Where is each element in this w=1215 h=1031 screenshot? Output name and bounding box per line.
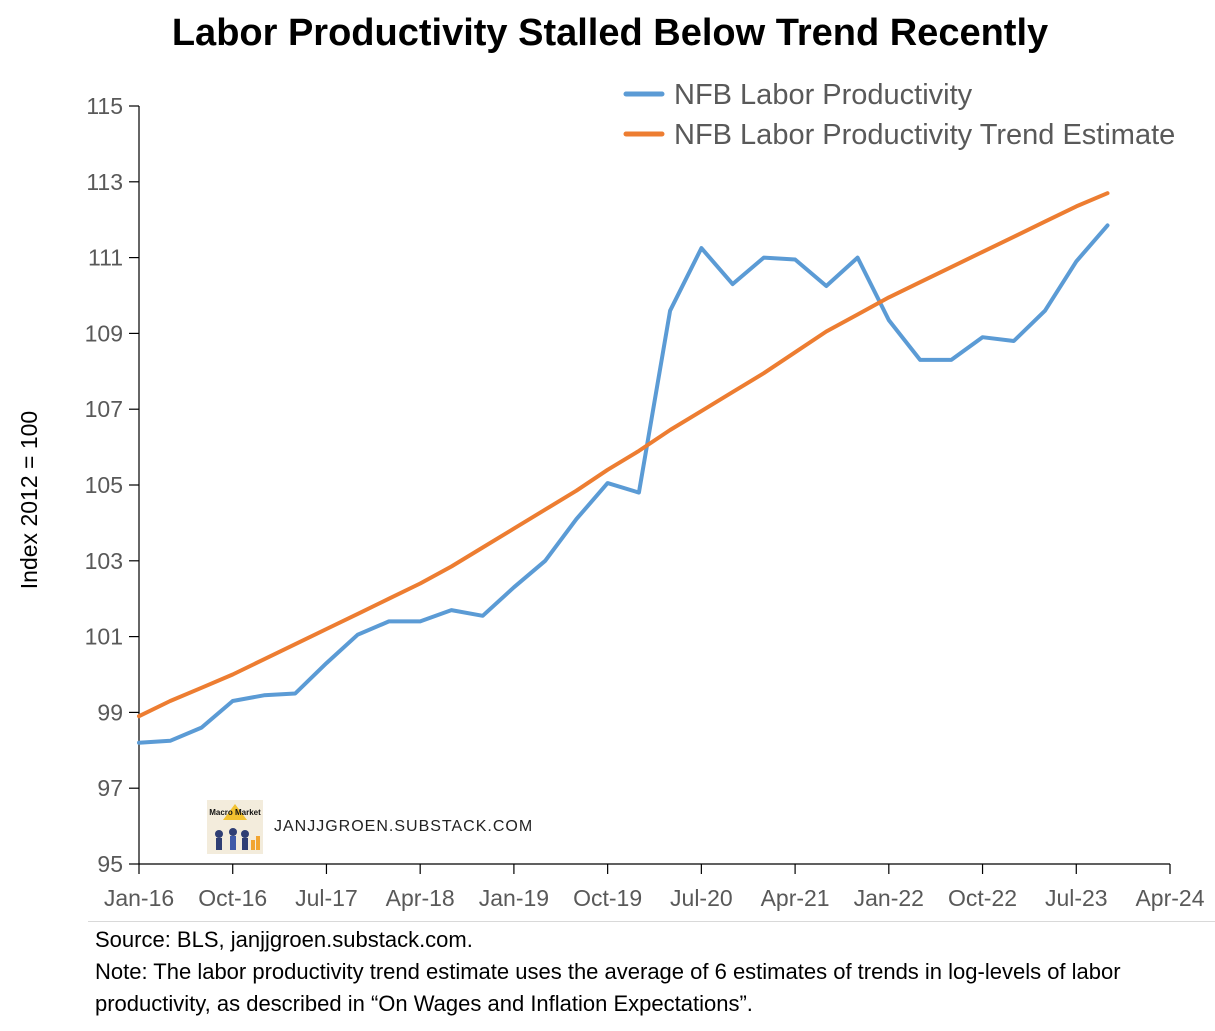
y-tick-label: 111 [88, 245, 123, 271]
y-tick-label: 115 [86, 93, 123, 119]
y-tick-label: 99 [97, 699, 123, 725]
x-tick-label: Apr-18 [386, 885, 455, 911]
chart: 95 97 99 101 103 105 107 109 111 113 115 Jan-16 Oct… [16, 79, 1205, 911]
legend-label: NFB Labor Productivity [674, 79, 973, 111]
chart-title: Labor Productivity Stalled Below Trend R… [171, 12, 1049, 54]
y-axis-label: Index 2012 = 100 [16, 411, 42, 589]
y-tick-label: 101 [85, 624, 123, 650]
y-tick-label: 103 [85, 548, 123, 574]
y-tick-label: 109 [85, 320, 123, 346]
x-tick-label: Oct-16 [198, 885, 267, 911]
x-tick-label: Oct-19 [573, 885, 642, 911]
x-tick-label: Apr-21 [761, 885, 830, 911]
chart-series [137, 191, 1110, 745]
trend-series-line [137, 191, 1110, 719]
y-axis-ticks: 95 97 99 101 103 105 107 109 111 113 115 [85, 93, 139, 877]
x-tick-label: Apr-24 [1135, 885, 1204, 911]
chart-axes [138, 106, 1170, 865]
methodology-note: Note: The labor productivity trend estim… [95, 959, 1121, 1016]
y-tick-label: 105 [85, 472, 123, 498]
x-tick-label: Jan-19 [479, 885, 549, 911]
x-tick-label: Jul-20 [670, 885, 733, 911]
x-tick-label: Jan-16 [104, 885, 174, 911]
y-tick-label: 97 [97, 775, 123, 801]
y-tick-label: 113 [86, 169, 123, 195]
y-tick-label: 95 [97, 851, 123, 877]
x-tick-label: Oct-22 [948, 885, 1017, 911]
x-tick-label: Jul-17 [295, 885, 358, 911]
x-tick-label: Jul-23 [1045, 885, 1108, 911]
chart-footer: Source: BLS, janjjgroen.substack.com. No… [95, 924, 1210, 1020]
productivity-series-line [137, 223, 1110, 745]
macro-market-notes-logo: Macro Market [207, 800, 263, 854]
legend-label: NFB Labor Productivity Trend Estimate [674, 119, 1175, 151]
logo-text: Macro Market [209, 808, 261, 817]
footer-divider [88, 921, 1215, 922]
y-tick-label: 107 [85, 396, 123, 422]
x-tick-label: Jan-22 [854, 885, 924, 911]
legend: NFB Labor Productivity NFB Labor Producti… [623, 79, 1175, 151]
source-note: Source: BLS, janjjgroen.substack.com. [95, 927, 473, 952]
x-axis-ticks: Jan-16 Oct-16 Jul-17 Apr-18 Jan-19 Oct-19 Jul-… [104, 864, 1205, 911]
watermark-site[interactable]: JANJJGROEN.SUBSTACK.COM [274, 818, 534, 835]
